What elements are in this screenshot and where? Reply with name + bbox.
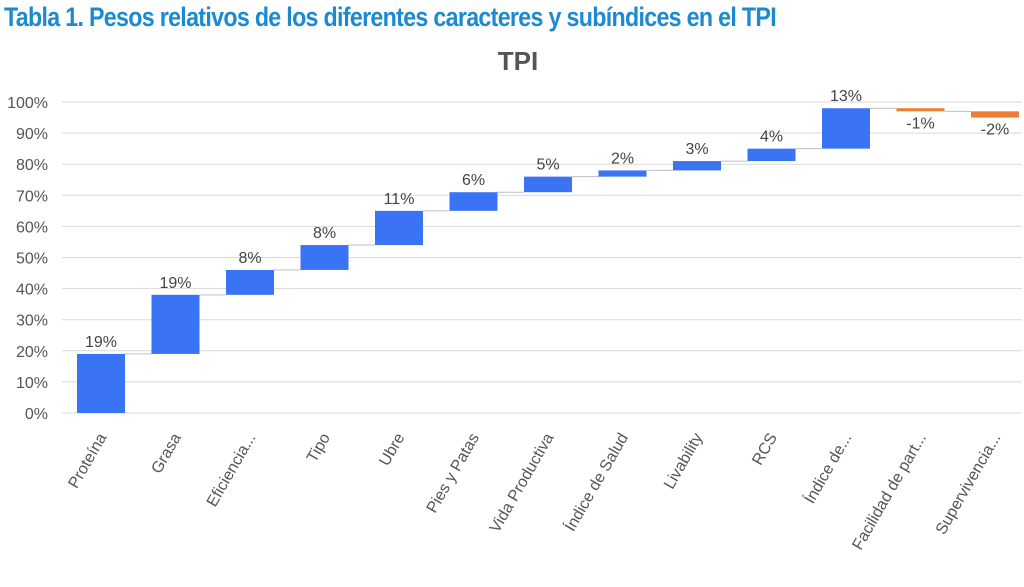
- data-label: 2%: [611, 150, 634, 167]
- data-label: 4%: [760, 129, 783, 146]
- bar: [822, 108, 870, 149]
- y-tick-label: 40%: [16, 282, 48, 299]
- y-tick-label: 60%: [16, 219, 48, 236]
- bar: [896, 108, 945, 112]
- x-tick-label: Pies y Patas: [424, 431, 483, 517]
- y-axis-ticks: 0% 10% 20% 30% 40% 50% 60% 70% 80% 90% 100%: [7, 95, 48, 423]
- x-tick-label: Índice de Salud: [560, 430, 632, 535]
- x-tick-label: Livability: [661, 431, 706, 493]
- data-label: 6%: [462, 172, 485, 189]
- x-tick-label: Supervivencia...: [933, 431, 1005, 538]
- data-label: 19%: [85, 334, 117, 351]
- page-heading: Tabla 1. Pesos relativos de los diferent…: [4, 2, 777, 32]
- data-label: 13%: [830, 88, 862, 105]
- x-tick-label: Índice de...: [800, 430, 856, 507]
- x-tick-label: Eficiencia...: [204, 431, 260, 510]
- bar: [77, 353, 125, 413]
- bar: [524, 176, 572, 193]
- y-tick-label: 30%: [16, 313, 48, 330]
- x-tick-label: RCS: [749, 431, 781, 469]
- x-axis-ticks: Proteína Grasa Eficiencia... Tipo Ubre Pies y…: [65, 430, 1004, 553]
- data-label: 8%: [313, 225, 336, 242]
- data-label: 3%: [685, 141, 708, 158]
- bar: [747, 148, 796, 162]
- y-tick-label: 50%: [16, 251, 48, 268]
- data-label: -1%: [906, 115, 934, 132]
- y-tick-label: 80%: [16, 157, 48, 174]
- x-tick-label: Vida Productiva: [487, 430, 558, 535]
- bar: [300, 245, 349, 270]
- x-tick-label: Ubre: [376, 430, 408, 469]
- bars: [77, 108, 1019, 413]
- x-tick-label: Grasa: [148, 430, 185, 476]
- data-labels: 19% 19% 8% 8% 11% 6% 5% 2% 3% 4% 13% -1% -2%: [85, 88, 1009, 351]
- connectors: [125, 107, 971, 355]
- data-label: 11%: [384, 191, 415, 208]
- bar: [449, 192, 498, 211]
- data-label: 8%: [238, 250, 261, 267]
- y-tick-label: 10%: [16, 375, 48, 392]
- data-label: 5%: [536, 157, 559, 174]
- bar: [226, 269, 274, 295]
- data-label: 19%: [159, 275, 191, 292]
- bar: [971, 111, 1019, 118]
- gridlines: [62, 101, 1022, 414]
- y-tick-label: 0%: [25, 406, 48, 423]
- y-tick-label: 100%: [7, 95, 48, 112]
- chart-title: TPI: [498, 46, 538, 76]
- y-tick-label: 70%: [16, 188, 48, 205]
- bar: [598, 170, 647, 177]
- y-tick-label: 20%: [16, 344, 48, 361]
- bar: [151, 294, 200, 354]
- bar: [673, 161, 721, 171]
- x-tick-label: Proteína: [65, 430, 110, 491]
- y-tick-label: 90%: [16, 126, 48, 143]
- x-tick-label: Tipo: [304, 430, 334, 465]
- bar: [375, 210, 423, 246]
- x-tick-label: Facilidad de part...: [849, 431, 930, 553]
- data-label: -2%: [981, 122, 1009, 139]
